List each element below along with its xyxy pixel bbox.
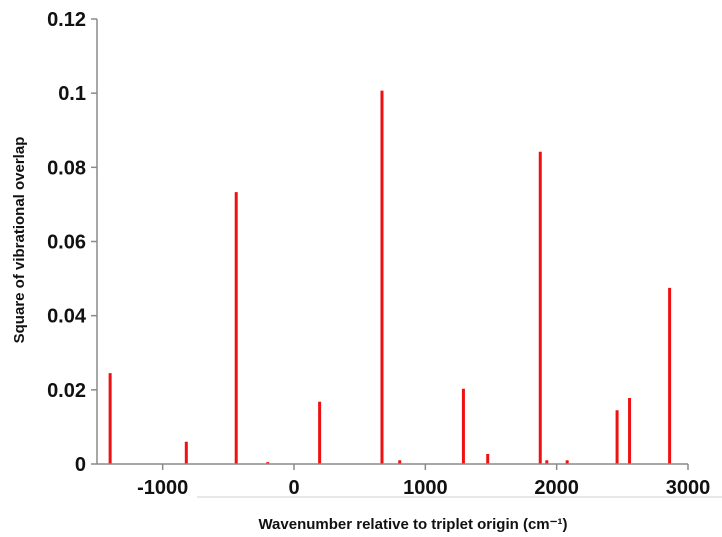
y-axis-title: Square of vibrational overlap xyxy=(11,137,28,344)
y-ticks-group: 0 0.02 0.04 0.06 0.08 0.1 0.12 xyxy=(47,9,97,476)
y-tick-label: 0.08 xyxy=(47,157,86,179)
x-tick-label: 2000 xyxy=(534,477,579,499)
x-tick-label: 3000 xyxy=(666,477,711,499)
x-tick-label: 1000 xyxy=(403,477,448,499)
x-tick-label: -1000 xyxy=(137,477,188,499)
y-tick-label: 0.06 xyxy=(47,232,86,254)
x-tick-label: 0 xyxy=(288,477,299,499)
y-tick-label: 0.04 xyxy=(47,306,87,328)
x-axis-title: Wavenumber relative to triplet origin (c… xyxy=(258,516,567,533)
bars-group xyxy=(108,90,672,464)
x-ticks-group: -1000 0 1000 2000 3000 xyxy=(137,464,710,499)
y-tick-label: 0 xyxy=(75,454,86,476)
y-tick-label: 0.1 xyxy=(58,83,86,105)
y-tick-label: 0.02 xyxy=(47,380,86,402)
y-tick-label: 0.12 xyxy=(47,9,86,31)
